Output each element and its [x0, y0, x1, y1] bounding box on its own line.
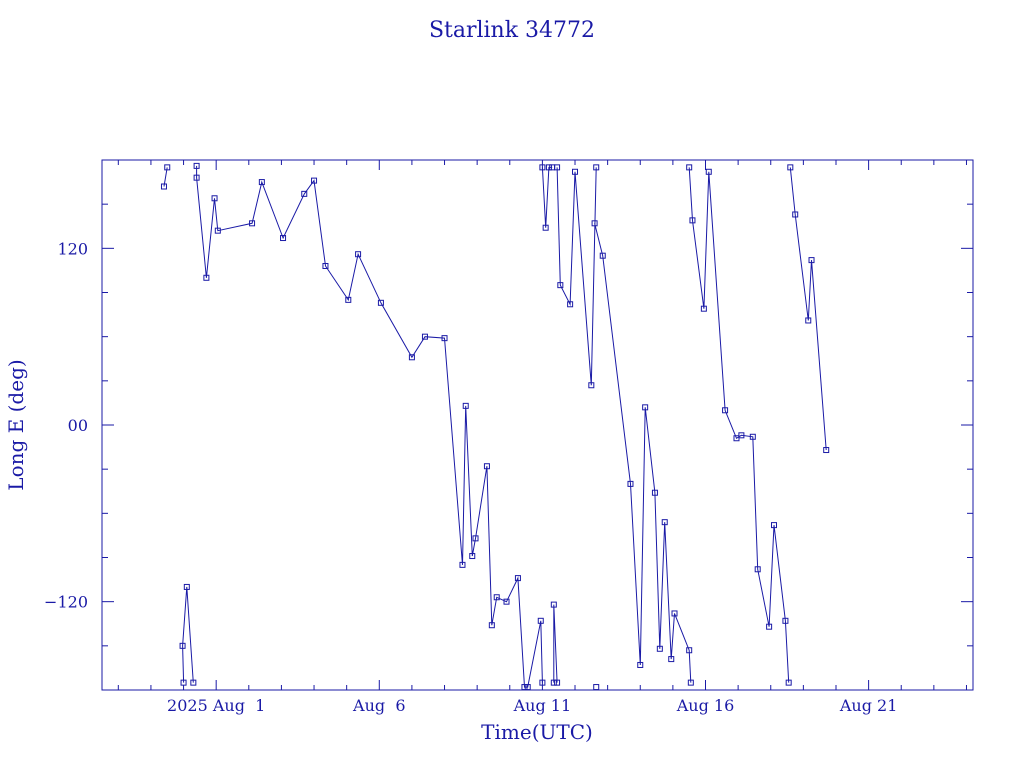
data-point [722, 407, 729, 414]
data-point [441, 335, 448, 342]
data-point [280, 235, 287, 242]
data-point [193, 174, 200, 181]
data-point [787, 164, 794, 171]
y-tick-label: −120 [44, 593, 88, 612]
data-point [503, 598, 510, 605]
data-point [661, 519, 668, 526]
x-axis-title: Time(UTC) [481, 720, 593, 744]
data-point [164, 164, 171, 171]
data-point [554, 679, 561, 686]
data-point [203, 274, 210, 281]
data-point [183, 583, 190, 590]
data-point [749, 433, 756, 440]
data-point [785, 679, 792, 686]
data-point [211, 195, 218, 202]
data-point [550, 601, 557, 608]
data-point [249, 220, 256, 227]
data-point [554, 164, 561, 171]
data-point [771, 522, 778, 529]
data-point [469, 553, 476, 560]
axis-ticks [102, 159, 973, 691]
x-tick-label: Aug 6 [352, 696, 405, 715]
y-tick-label: 120 [57, 239, 88, 258]
data-point [545, 164, 552, 171]
data-point [686, 164, 693, 171]
data-point [572, 168, 579, 175]
series-line [163, 165, 827, 688]
x-tick-label: Aug 16 [676, 696, 735, 715]
data-point [537, 617, 544, 624]
data-point [179, 642, 186, 649]
data-point [524, 684, 531, 690]
data-point [593, 164, 600, 171]
data-point [754, 566, 761, 573]
data-point [459, 561, 466, 568]
data-point [599, 252, 606, 259]
data-point [472, 535, 479, 542]
data-point [514, 575, 521, 582]
data-point [792, 211, 799, 218]
x-tick-label: Aug 11 [513, 696, 572, 715]
data-point [738, 432, 745, 439]
data-point [539, 164, 546, 171]
data-point [301, 190, 308, 197]
data-point [539, 679, 546, 686]
data-point [355, 251, 362, 258]
plot-frame [101, 159, 974, 691]
data-point [493, 594, 500, 601]
data-point [462, 402, 469, 409]
data-point [705, 168, 712, 175]
data-point [550, 679, 557, 686]
data-point [588, 382, 595, 389]
data-point [700, 305, 707, 312]
data-point [488, 622, 495, 629]
data-point [214, 227, 221, 234]
data-point [627, 480, 634, 487]
data-point [421, 333, 428, 340]
data-point [656, 645, 663, 652]
data-point [180, 679, 187, 686]
data-point [686, 647, 693, 654]
data-point [642, 404, 649, 411]
data-point [591, 220, 598, 227]
y-tick-label: 00 [68, 416, 88, 435]
x-tick-label: 2025 Aug 1 [167, 696, 265, 715]
data-point [687, 679, 694, 686]
data-point [322, 263, 329, 269]
data-point [193, 162, 200, 169]
data-point [823, 447, 830, 454]
y-axis-title: Long E (deg) [4, 359, 28, 490]
data-point [521, 684, 528, 690]
x-tick-label: Aug 21 [839, 696, 898, 715]
data-point [593, 684, 600, 690]
marker-layer [160, 162, 830, 690]
data-point [637, 661, 644, 668]
data-point [557, 282, 564, 289]
data-point [408, 354, 415, 361]
data-point [542, 224, 549, 231]
chart-title: Starlink 34772 [429, 18, 595, 43]
data-point [190, 679, 197, 686]
data-point [377, 299, 384, 306]
data-point [782, 617, 789, 624]
data-point [651, 489, 658, 496]
data-point [160, 183, 167, 190]
data-point [258, 179, 265, 186]
data-point [671, 610, 678, 617]
data-point [483, 463, 490, 470]
data-point [805, 317, 812, 324]
data-point [689, 217, 696, 224]
data-point [668, 656, 675, 663]
data-point [311, 177, 318, 184]
data-point [345, 296, 352, 303]
y-tick-labels: 120 00 −120 [44, 239, 88, 611]
x-tick-labels: 2025 Aug 1 Aug 6 Aug 11 Aug 16 Aug 21 [167, 696, 897, 715]
plot-border [101, 159, 974, 691]
series-layer [163, 165, 827, 688]
data-point [567, 301, 574, 308]
data-point [766, 623, 773, 630]
data-point [808, 257, 815, 264]
